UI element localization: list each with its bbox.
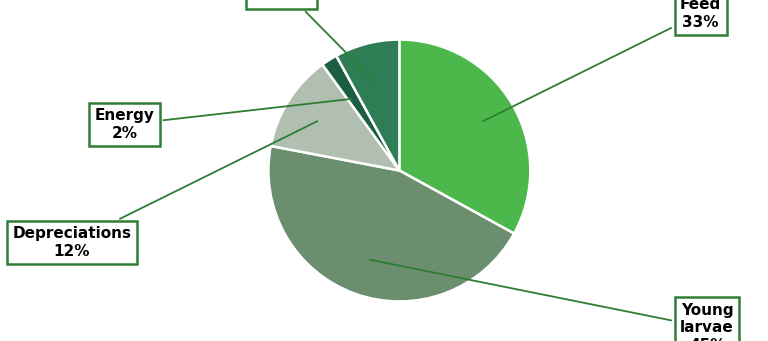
Text: Depreciations
12%: Depreciations 12% (12, 121, 317, 259)
Text: Young
larvae
45%: Young larvae 45% (370, 260, 734, 341)
Text: Energy
2%: Energy 2% (94, 99, 351, 141)
Wedge shape (336, 40, 399, 171)
Wedge shape (399, 40, 530, 234)
Text: Labour
8%: Labour 8% (252, 0, 376, 82)
Wedge shape (269, 146, 514, 301)
Wedge shape (323, 56, 399, 170)
Wedge shape (271, 64, 399, 170)
Text: Feed
33%: Feed 33% (483, 0, 721, 121)
